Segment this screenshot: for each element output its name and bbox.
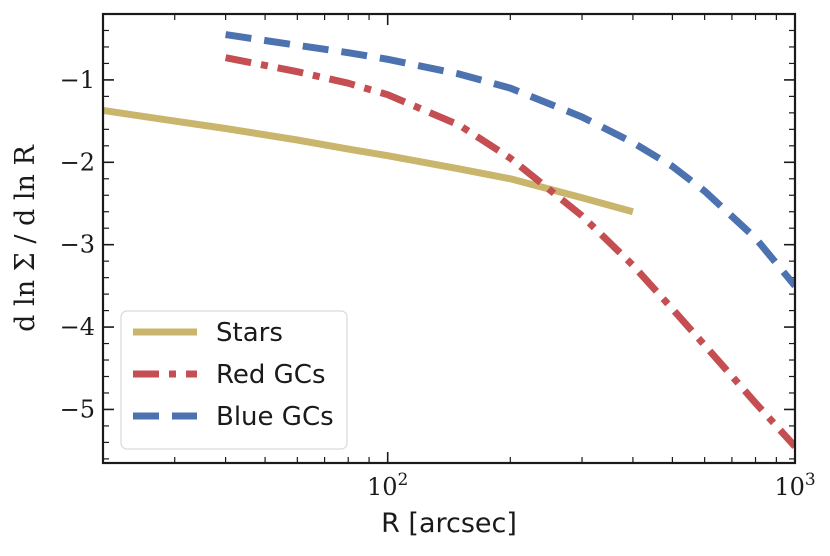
x-tick-base: 10 xyxy=(367,473,398,501)
legend-label: Red GCs xyxy=(216,360,326,390)
series-line-red-gcs xyxy=(224,54,795,449)
y-tick-label: −4 xyxy=(60,313,95,341)
series-line-blue-gcs xyxy=(225,31,795,289)
x-tick-base: 10 xyxy=(774,473,805,501)
x-axis-label: R [arcsec] xyxy=(381,508,517,539)
legend-items: Stars Red GCs Blue GCs xyxy=(133,318,334,432)
tick-labels-layer: 102 103−1−2−3−4−5 xyxy=(60,66,816,501)
y-tick-label: −2 xyxy=(60,148,95,176)
x-tick-exponent: 2 xyxy=(398,470,409,490)
y-tick-label: −3 xyxy=(60,231,95,259)
y-tick-label: −1 xyxy=(60,66,95,94)
y-axis-label: d ln Σ / d ln R xyxy=(10,145,41,332)
plot-series-layer xyxy=(103,31,795,449)
series-line-stars xyxy=(103,106,634,216)
legend-label: Blue GCs xyxy=(216,402,334,432)
x-tick-label: 103 xyxy=(774,470,815,501)
x-tick-exponent: 3 xyxy=(805,470,816,490)
x-tick-label: 102 xyxy=(367,470,408,501)
y-tick-label: −5 xyxy=(60,395,95,423)
legend: Stars Red GCs Blue GCs xyxy=(120,310,348,450)
plot-frame xyxy=(101,12,797,465)
legend-label: Stars xyxy=(216,318,283,348)
